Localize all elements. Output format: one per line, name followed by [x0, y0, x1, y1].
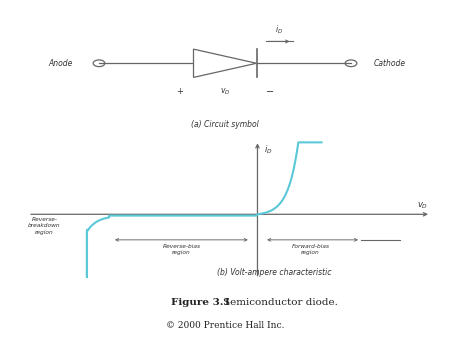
Text: Anode: Anode [49, 59, 73, 68]
Text: Cathode: Cathode [373, 59, 405, 68]
Polygon shape [194, 49, 256, 77]
Text: $v_D$: $v_D$ [417, 201, 428, 212]
Text: Reverse-bias
region: Reverse-bias region [162, 244, 200, 255]
Text: $i_D$: $i_D$ [275, 23, 283, 36]
Text: Reverse-
breakdown
region: Reverse- breakdown region [28, 217, 61, 235]
Text: Semiconductor diode.: Semiconductor diode. [223, 298, 338, 307]
Text: (b) Volt-ampere characteristic: (b) Volt-ampere characteristic [217, 268, 332, 277]
Text: Forward-bias
region: Forward-bias region [292, 244, 329, 255]
Text: $v_D$: $v_D$ [220, 86, 230, 97]
Text: $i_D$: $i_D$ [264, 143, 273, 156]
Text: Figure 3.1: Figure 3.1 [171, 298, 231, 307]
Text: −: − [266, 87, 274, 97]
Text: (a) Circuit symbol: (a) Circuit symbol [191, 120, 259, 129]
Text: © 2000 Prentice Hall Inc.: © 2000 Prentice Hall Inc. [166, 321, 284, 330]
Text: +: + [176, 87, 184, 96]
